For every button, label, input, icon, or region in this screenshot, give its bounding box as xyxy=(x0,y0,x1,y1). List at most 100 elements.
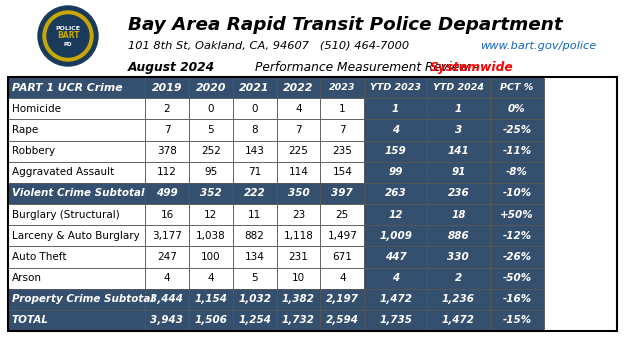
Text: 252: 252 xyxy=(201,146,221,156)
Circle shape xyxy=(43,11,93,61)
Bar xyxy=(276,162,320,183)
Text: 1,254: 1,254 xyxy=(238,315,271,325)
Bar xyxy=(276,246,320,267)
Bar xyxy=(320,98,364,119)
Text: Systemwide: Systemwide xyxy=(430,61,514,74)
Text: 1,472: 1,472 xyxy=(379,294,412,304)
Text: 2,594: 2,594 xyxy=(326,315,359,325)
Text: 1,506: 1,506 xyxy=(194,315,227,325)
Text: 7: 7 xyxy=(163,125,170,135)
Text: 3: 3 xyxy=(455,125,462,135)
Text: -50%: -50% xyxy=(502,273,532,283)
Text: 4: 4 xyxy=(339,273,346,283)
Bar xyxy=(8,98,145,119)
Text: 1,009: 1,009 xyxy=(379,231,412,241)
Bar xyxy=(8,289,145,310)
Bar xyxy=(320,310,364,331)
Bar xyxy=(189,119,233,141)
Text: TOTAL: TOTAL xyxy=(12,315,49,325)
Bar xyxy=(490,119,544,141)
Text: 1: 1 xyxy=(455,104,462,114)
Text: 10: 10 xyxy=(292,273,305,283)
Bar xyxy=(145,246,189,267)
Bar xyxy=(8,225,145,246)
Bar xyxy=(189,183,233,204)
Bar xyxy=(8,162,145,183)
Bar xyxy=(189,267,233,289)
Text: 499: 499 xyxy=(156,188,178,199)
Bar xyxy=(490,77,544,98)
Text: 16: 16 xyxy=(160,210,173,220)
Text: 5: 5 xyxy=(208,125,214,135)
Bar xyxy=(8,77,145,98)
Bar xyxy=(427,77,490,98)
Text: 3,177: 3,177 xyxy=(152,231,182,241)
Bar xyxy=(490,267,544,289)
Bar xyxy=(145,267,189,289)
Bar xyxy=(364,98,427,119)
Bar xyxy=(276,141,320,162)
Text: -8%: -8% xyxy=(506,167,528,177)
Text: PD: PD xyxy=(64,42,72,46)
Bar xyxy=(364,141,427,162)
Text: Arson: Arson xyxy=(12,273,42,283)
Text: 352: 352 xyxy=(200,188,222,199)
Text: 159: 159 xyxy=(385,146,406,156)
Bar xyxy=(8,77,617,331)
Bar xyxy=(233,183,276,204)
Bar xyxy=(189,98,233,119)
Bar xyxy=(427,141,490,162)
Text: 143: 143 xyxy=(245,146,265,156)
Text: 4: 4 xyxy=(295,104,302,114)
Bar xyxy=(427,98,490,119)
Text: 2: 2 xyxy=(455,273,462,283)
Bar xyxy=(145,77,189,98)
Bar xyxy=(276,98,320,119)
Text: 112: 112 xyxy=(157,167,177,177)
Bar xyxy=(8,310,145,331)
Text: 5: 5 xyxy=(251,273,258,283)
Text: 886: 886 xyxy=(447,231,469,241)
Text: www.bart.gov/police: www.bart.gov/police xyxy=(480,41,597,51)
Circle shape xyxy=(47,15,89,57)
Text: Larceny & Auto Burglary: Larceny & Auto Burglary xyxy=(12,231,140,241)
Text: 0%: 0% xyxy=(508,104,525,114)
Bar xyxy=(8,246,145,267)
Bar xyxy=(189,225,233,246)
Text: 447: 447 xyxy=(385,252,406,262)
Bar xyxy=(189,162,233,183)
Bar xyxy=(490,204,544,225)
Bar xyxy=(145,204,189,225)
Bar xyxy=(427,246,490,267)
Bar xyxy=(233,98,276,119)
Text: YTD 2023: YTD 2023 xyxy=(370,83,421,92)
Text: 101 8th St, Oakland, CA, 94607   (510) 464-7000: 101 8th St, Oakland, CA, 94607 (510) 464… xyxy=(128,41,409,51)
Circle shape xyxy=(38,6,98,66)
Text: Burglary (Structural): Burglary (Structural) xyxy=(12,210,120,220)
Text: 1,732: 1,732 xyxy=(282,315,315,325)
Bar xyxy=(189,246,233,267)
Text: 1,236: 1,236 xyxy=(442,294,475,304)
Bar xyxy=(364,183,427,204)
Text: 222: 222 xyxy=(244,188,266,199)
Bar xyxy=(364,225,427,246)
Bar xyxy=(233,225,276,246)
Text: 91: 91 xyxy=(451,167,466,177)
Text: Violent Crime Subtotal: Violent Crime Subtotal xyxy=(12,188,145,199)
Bar xyxy=(189,289,233,310)
Text: 2: 2 xyxy=(163,104,170,114)
Bar xyxy=(320,246,364,267)
Text: 3,943: 3,943 xyxy=(150,315,183,325)
Bar xyxy=(427,119,490,141)
Text: Rape: Rape xyxy=(12,125,38,135)
Text: -16%: -16% xyxy=(502,294,532,304)
Bar xyxy=(276,267,320,289)
Bar xyxy=(490,162,544,183)
Text: POLICE: POLICE xyxy=(56,25,80,30)
Text: 231: 231 xyxy=(288,252,308,262)
Text: 225: 225 xyxy=(288,146,308,156)
Text: -12%: -12% xyxy=(502,231,532,241)
Text: 18: 18 xyxy=(451,210,466,220)
Text: 4: 4 xyxy=(163,273,170,283)
Bar xyxy=(364,310,427,331)
